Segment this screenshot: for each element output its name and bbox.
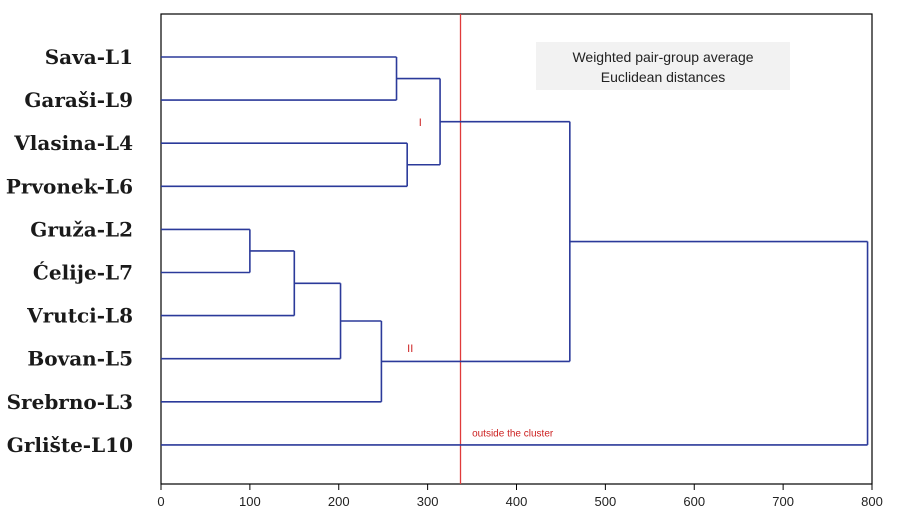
x-axis: 0 100 200 300 400 500 600 700 800 (157, 484, 883, 509)
annotation-2: outside the cluster (472, 428, 554, 439)
annotation-1: II (407, 343, 413, 355)
leaf-label: Grlište-L10 (7, 433, 133, 457)
leaf-label: Prvonek-L6 (6, 174, 133, 198)
leaf-label: Srebrno-L3 (7, 390, 133, 414)
annotation-0: I (419, 117, 422, 129)
x-tick-label-0: 0 (157, 494, 164, 509)
leaf-label: Garaši-L9 (24, 88, 133, 112)
chart-title: Weighted pair-group average (572, 49, 753, 65)
leaf-label: Sava-L1 (45, 45, 133, 69)
leaf-label: Vrutci-L8 (26, 304, 133, 328)
leaf-label: Gruža-L2 (30, 217, 133, 241)
x-tick-label-600: 600 (683, 494, 705, 509)
x-tick-label-800: 800 (861, 494, 883, 509)
leaf-label: Vlasina-L4 (13, 131, 133, 155)
x-tick-label-700: 700 (772, 494, 794, 509)
x-tick-label-500: 500 (595, 494, 617, 509)
x-tick-label-300: 300 (417, 494, 439, 509)
x-tick-label-100: 100 (239, 494, 261, 509)
legend: Weighted pair-group average Euclidean di… (536, 42, 790, 90)
x-tick-label-200: 200 (328, 494, 350, 509)
leaf-label: Bovan-L5 (27, 347, 133, 371)
leaf-label: Ćelije-L7 (33, 260, 133, 285)
leaf-labels: Sava-L1 Garaši-L9 Vlasina-L4 Prvonek-L6 Gruž… (6, 45, 133, 457)
plot-frame (160, 13, 873, 485)
legend-box (536, 42, 790, 90)
chart-subtitle: Euclidean distances (601, 69, 726, 85)
x-tick-label-400: 400 (506, 494, 528, 509)
dendrogram-links (161, 56, 869, 446)
